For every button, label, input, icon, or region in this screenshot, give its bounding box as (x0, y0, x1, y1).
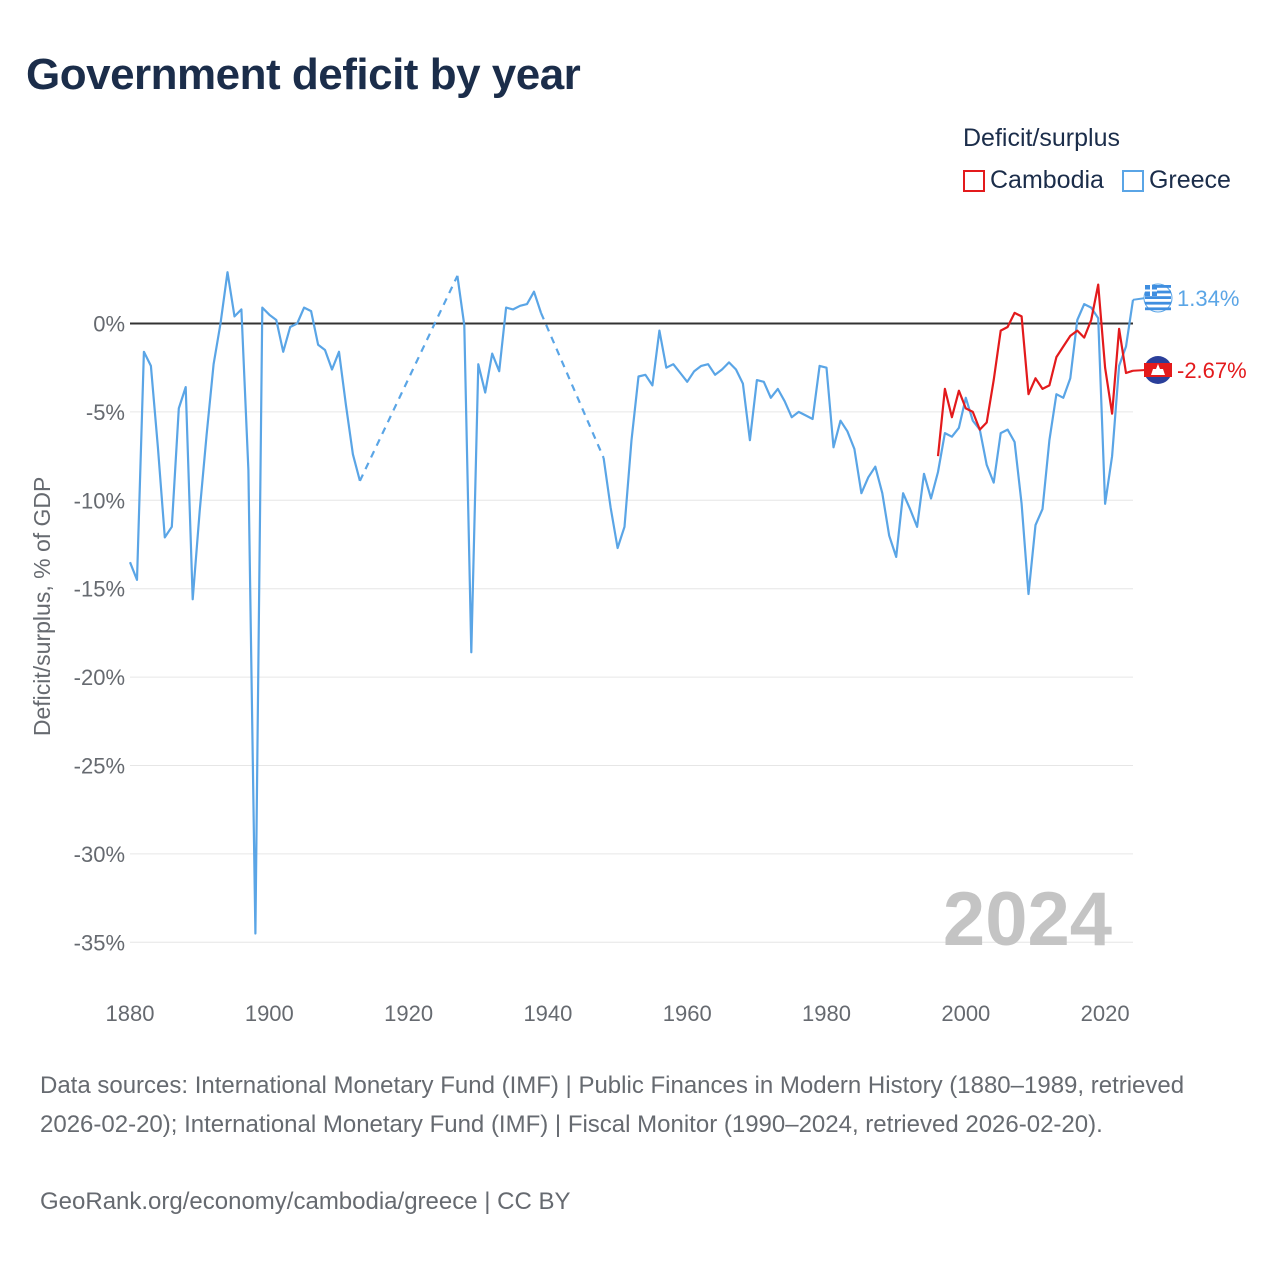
legend-swatch-greece (1121, 169, 1144, 192)
series-line-greece-dashed (539, 312, 605, 459)
end-label-cambodia: -2.67% (1177, 358, 1247, 383)
legend-label-greece: Greece (1148, 166, 1231, 194)
x-tick-label: 1980 (802, 1001, 851, 1026)
x-tick-label: 1900 (245, 1001, 294, 1026)
line-chart: 0% -5% -10% -15% -20% -25% -30% -35% 1880 1900 192… (29, 271, 1247, 1026)
legend-swatch-cambodia (963, 169, 985, 192)
series-line-cambodia (936, 283, 1134, 457)
greece-flag-stripe (1145, 290, 1171, 294)
series-line-greece-dashed (358, 275, 459, 482)
greece-flag-cross (1145, 289, 1157, 292)
y-tick-label: -20% (74, 665, 125, 690)
x-tick-label: 1960 (663, 1001, 712, 1026)
series-line-greece (602, 299, 1135, 596)
legend-label-cambodia: Cambodia (990, 166, 1104, 194)
x-tick-label: 1880 (106, 1001, 155, 1026)
y-tick-label: 0% (93, 312, 125, 337)
data-sources: Data sources: International Monetary Fun… (40, 1072, 1185, 1138)
y-tick-label: -5% (86, 400, 125, 425)
credit-line[interactable]: GeoRank.org/economy/cambodia/greece | CC… (40, 1188, 571, 1215)
y-axis-title: Deficit/surplus, % of GDP (29, 477, 55, 736)
legend-item-greece[interactable]: Greece (1121, 166, 1231, 195)
series-line-greece (456, 275, 543, 654)
x-tick-label: 2020 (1081, 1001, 1130, 1026)
y-tick-label: -35% (74, 930, 125, 955)
end-label-greece: 1.34% (1177, 286, 1239, 311)
legend-title: Deficit/surplus (963, 124, 1120, 152)
x-tick-label: 1920 (384, 1001, 433, 1026)
legend: Cambodia Greece (963, 166, 1231, 195)
greece-flag-stripe (1145, 307, 1171, 311)
y-tick-label: -15% (74, 577, 125, 602)
cambodia-flag-temple (1151, 364, 1165, 375)
end-connector-cambodia (1132, 369, 1147, 372)
series-line-greece (128, 271, 361, 935)
y-tick-label: -30% (74, 842, 125, 867)
legend-item-cambodia[interactable]: Cambodia (963, 166, 1104, 195)
chart-title: Government deficit by year (26, 50, 581, 99)
year-watermark: 2024 (943, 877, 1112, 962)
x-tick-label: 1940 (523, 1001, 572, 1026)
y-tick-label: -10% (74, 488, 125, 513)
greece-flag-stripe (1145, 285, 1171, 288)
x-tick-label: 2000 (941, 1001, 990, 1026)
y-tick-label: -25% (74, 754, 125, 779)
greece-flag-stripe (1145, 296, 1171, 299)
greece-flag-stripe (1145, 301, 1171, 305)
